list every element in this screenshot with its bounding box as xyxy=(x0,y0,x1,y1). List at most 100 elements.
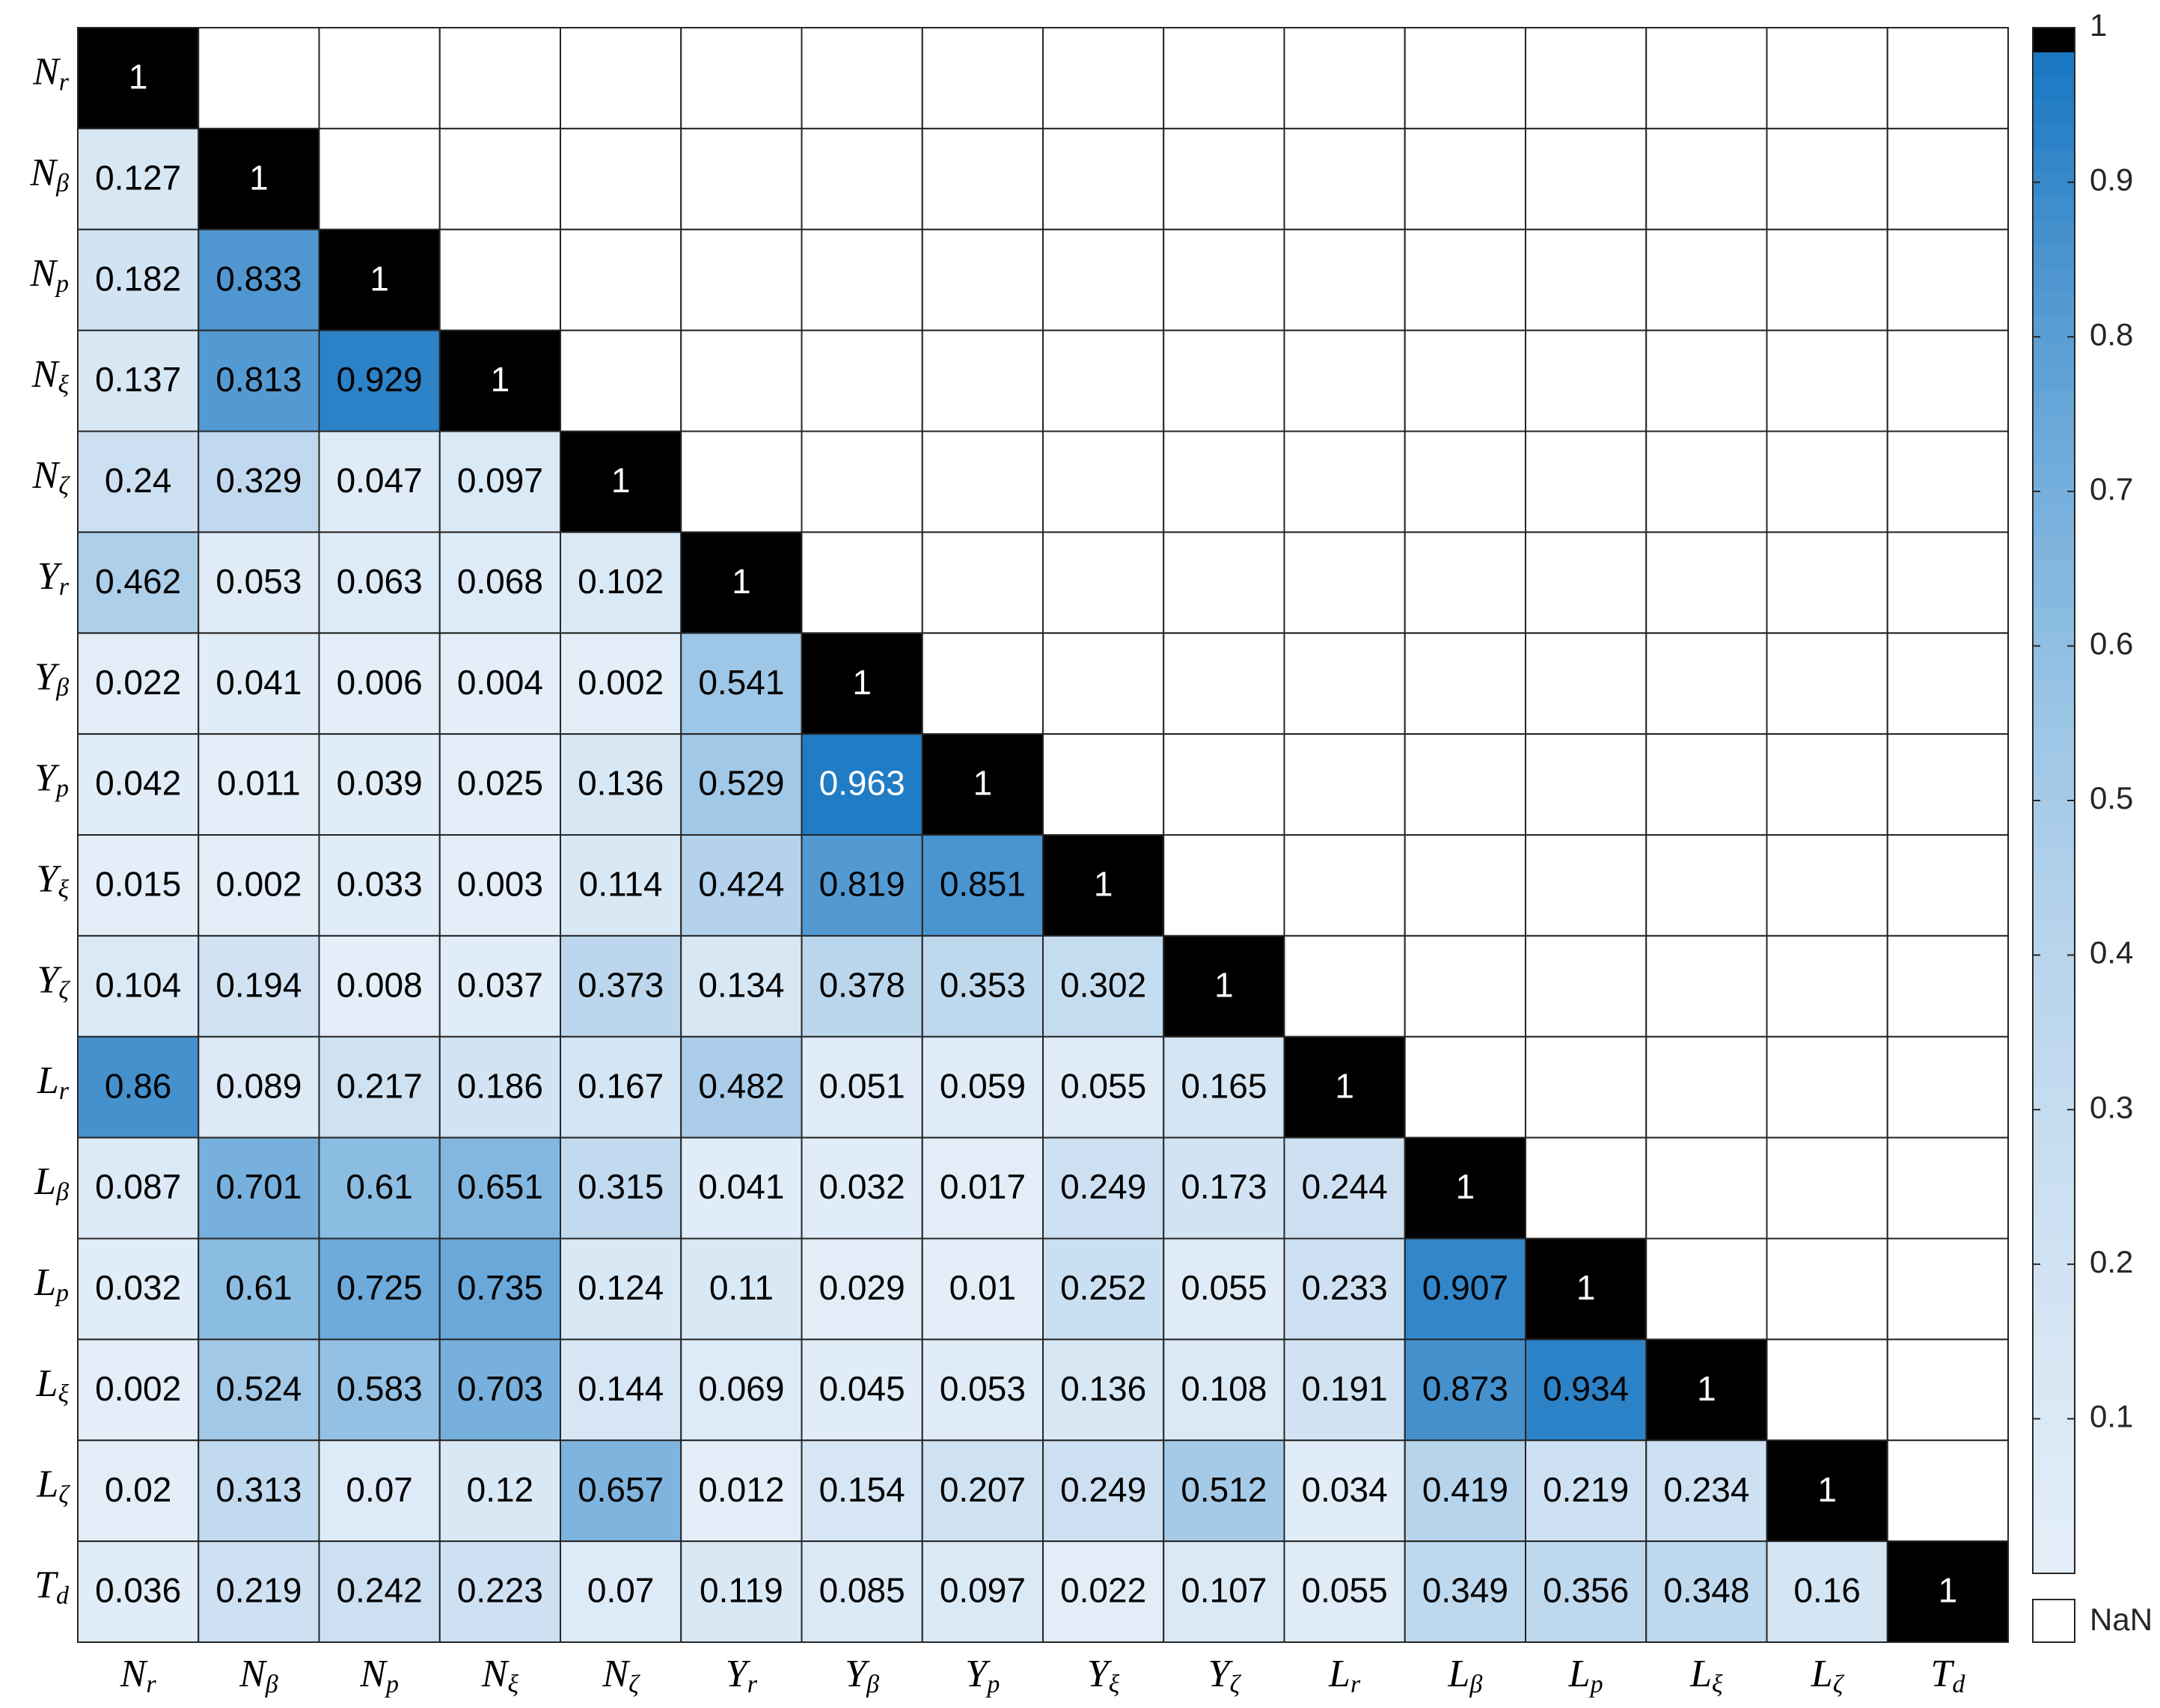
nan-cell xyxy=(1886,1237,2009,1341)
x-tick-label-main: N xyxy=(120,1653,149,1695)
nan-cell xyxy=(1645,834,1768,937)
cell xyxy=(1525,1237,1647,1341)
cell xyxy=(77,934,200,1038)
colorbar-segment xyxy=(2033,462,2075,487)
cell xyxy=(318,1338,441,1442)
nan-cell xyxy=(1042,733,1165,836)
colorbar-tick-label: 0.3 xyxy=(2090,1089,2133,1124)
cell xyxy=(801,1439,923,1543)
cell-label: 0.055 xyxy=(1302,1571,1388,1610)
cell-label: 0.11 xyxy=(709,1268,774,1307)
y-tick-label-main: L xyxy=(37,1059,59,1102)
cell-label: 0.055 xyxy=(1060,1066,1146,1105)
colorbar-segment xyxy=(2033,679,2075,705)
nan-cell xyxy=(1525,632,1647,735)
nan-cell xyxy=(1766,27,1888,129)
x-tick-label-main: Y xyxy=(845,1653,870,1695)
y-tick-label-main: L xyxy=(36,1463,58,1506)
cell-label: 0.022 xyxy=(95,663,181,702)
y-tick-label-main: Y xyxy=(34,757,60,800)
nan-cell xyxy=(1766,1338,1888,1442)
nan-cell xyxy=(1645,1136,1768,1240)
nan-cell xyxy=(1525,228,1647,331)
cell-label: 0.173 xyxy=(1181,1167,1267,1206)
x-tick-label: Yβ xyxy=(845,1653,879,1698)
cell-label: 1 xyxy=(1456,1167,1475,1206)
cell xyxy=(801,632,923,735)
cell xyxy=(1042,834,1165,937)
cell-label: 0.191 xyxy=(1302,1369,1388,1408)
y-tick-label-main: N xyxy=(31,353,61,396)
cell xyxy=(801,1338,923,1442)
cell xyxy=(318,531,441,634)
nan-cell xyxy=(1645,430,1768,533)
cell-label: 1 xyxy=(1576,1268,1596,1307)
colorbar-segment xyxy=(2033,100,2075,125)
cell-label: 0.833 xyxy=(215,259,302,298)
cell-label: 0.01 xyxy=(949,1268,1017,1307)
x-tick-label-sub: ζ xyxy=(628,1671,640,1698)
nan-cell xyxy=(1886,127,2009,230)
colorbar-segment xyxy=(2033,172,2075,198)
nan-cell xyxy=(680,430,803,533)
cell-label: 0.315 xyxy=(578,1167,664,1206)
nan-cell xyxy=(1766,329,1888,432)
cell xyxy=(77,1338,200,1442)
cell-label: 0.373 xyxy=(578,965,664,1004)
y-tick-label-sub: ζ xyxy=(58,1481,70,1508)
colorbar-segment xyxy=(2033,1525,2075,1550)
colorbar-segment xyxy=(2033,1307,2075,1332)
colorbar-segment xyxy=(2033,1380,2075,1405)
colorbar-segment xyxy=(2033,1138,2075,1163)
nan-cell xyxy=(1404,531,1526,634)
colorbar-segment xyxy=(2033,776,2075,801)
cell-label: 0.252 xyxy=(1060,1268,1146,1307)
cell xyxy=(560,1338,682,1442)
cell-label: 0.041 xyxy=(215,663,302,702)
cell-label: 0.349 xyxy=(1422,1571,1508,1610)
cell xyxy=(921,1439,1044,1543)
cell xyxy=(77,632,200,735)
cell xyxy=(1042,1237,1165,1341)
colorbar-segment xyxy=(2033,196,2075,221)
nan-cell xyxy=(1645,228,1768,331)
cell xyxy=(1404,1136,1526,1240)
nan-cell xyxy=(1404,329,1526,432)
cell-label: 0.144 xyxy=(578,1369,664,1408)
nan-cell xyxy=(1766,430,1888,533)
cell-label: 0.348 xyxy=(1663,1571,1749,1610)
nan-cell xyxy=(1042,329,1165,432)
y-tick-label-sub: β xyxy=(55,169,69,197)
nan-cell xyxy=(1404,733,1526,836)
nan-cell xyxy=(1645,531,1768,634)
cell xyxy=(1042,1540,1165,1643)
nan-cell xyxy=(1645,1237,1768,1341)
colorbar-segment xyxy=(2033,728,2075,753)
colorbar-segment xyxy=(2033,1549,2075,1574)
nan-cell xyxy=(1525,834,1647,937)
cell-label: 1 xyxy=(249,158,269,197)
colorbar-segment xyxy=(2033,1476,2075,1502)
colorbar-segment xyxy=(2033,1283,2075,1308)
cell-label: 0.087 xyxy=(95,1167,181,1206)
cell xyxy=(198,127,320,230)
nan-cell xyxy=(1766,1136,1888,1240)
cell xyxy=(198,1540,320,1643)
x-tick-label-main: L xyxy=(1568,1653,1591,1695)
y-tick-label: Yp xyxy=(34,757,69,803)
nan-cell xyxy=(1645,632,1768,735)
cell-label: 0.107 xyxy=(1181,1571,1267,1610)
colorbar-segment xyxy=(2033,872,2075,898)
colorbar-segment xyxy=(2033,293,2075,318)
x-tick-label-sub: β xyxy=(866,1671,879,1698)
cell xyxy=(438,531,561,634)
y-tick-label-main: N xyxy=(29,151,58,194)
nan-cell xyxy=(438,228,561,331)
y-tick-label-main: Y xyxy=(37,958,62,1001)
colorbar-segment xyxy=(2033,486,2075,512)
cell-label: 0.482 xyxy=(698,1066,784,1105)
cell-label: 0.011 xyxy=(217,764,301,803)
cell-label: 0.353 xyxy=(940,965,1026,1004)
cell xyxy=(921,1338,1044,1442)
y-tick-label-sub: r xyxy=(59,573,70,601)
